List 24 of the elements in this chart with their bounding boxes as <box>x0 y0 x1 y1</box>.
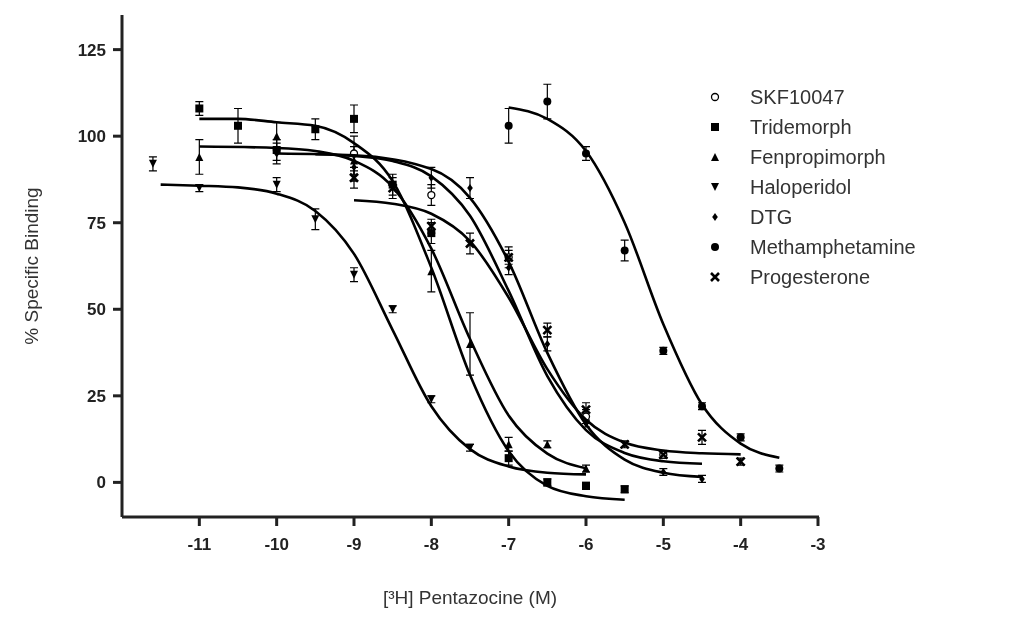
x-tick-label: -3 <box>810 535 826 554</box>
y-tick-label: 100 <box>77 127 106 147</box>
x-tick-label: -5 <box>655 535 671 554</box>
legend-label: Fenpropimorph <box>750 146 886 168</box>
y-tick-label: 25 <box>87 386 106 406</box>
legend-label: Haloperidol <box>750 176 852 198</box>
y-axis-title: % Specific Binding <box>21 187 42 345</box>
x-axis-title: [³H] Pentazocine (M) <box>382 587 558 608</box>
legend-label: SKF10047 <box>750 86 845 108</box>
legend-label: DTG <box>750 206 793 228</box>
x-tick-label: -11 <box>187 535 212 554</box>
y-tick-label: 125 <box>77 40 106 60</box>
y-tick-label: 75 <box>87 213 106 233</box>
x-tick-label: -6 <box>578 535 594 554</box>
y-tick-label: 0 <box>96 473 106 493</box>
x-tick-label: -10 <box>264 535 289 554</box>
x-tick-label: -7 <box>501 535 517 554</box>
y-tick-label: 50 <box>87 300 106 320</box>
legend-label: Methamphetamine <box>750 236 916 258</box>
x-tick-label: -8 <box>423 535 439 554</box>
x-tick-label: -9 <box>346 535 362 554</box>
legend-label: Progesterone <box>750 266 871 288</box>
x-tick-label: -4 <box>733 535 749 554</box>
legend-label: Tridemorph <box>750 116 852 138</box>
